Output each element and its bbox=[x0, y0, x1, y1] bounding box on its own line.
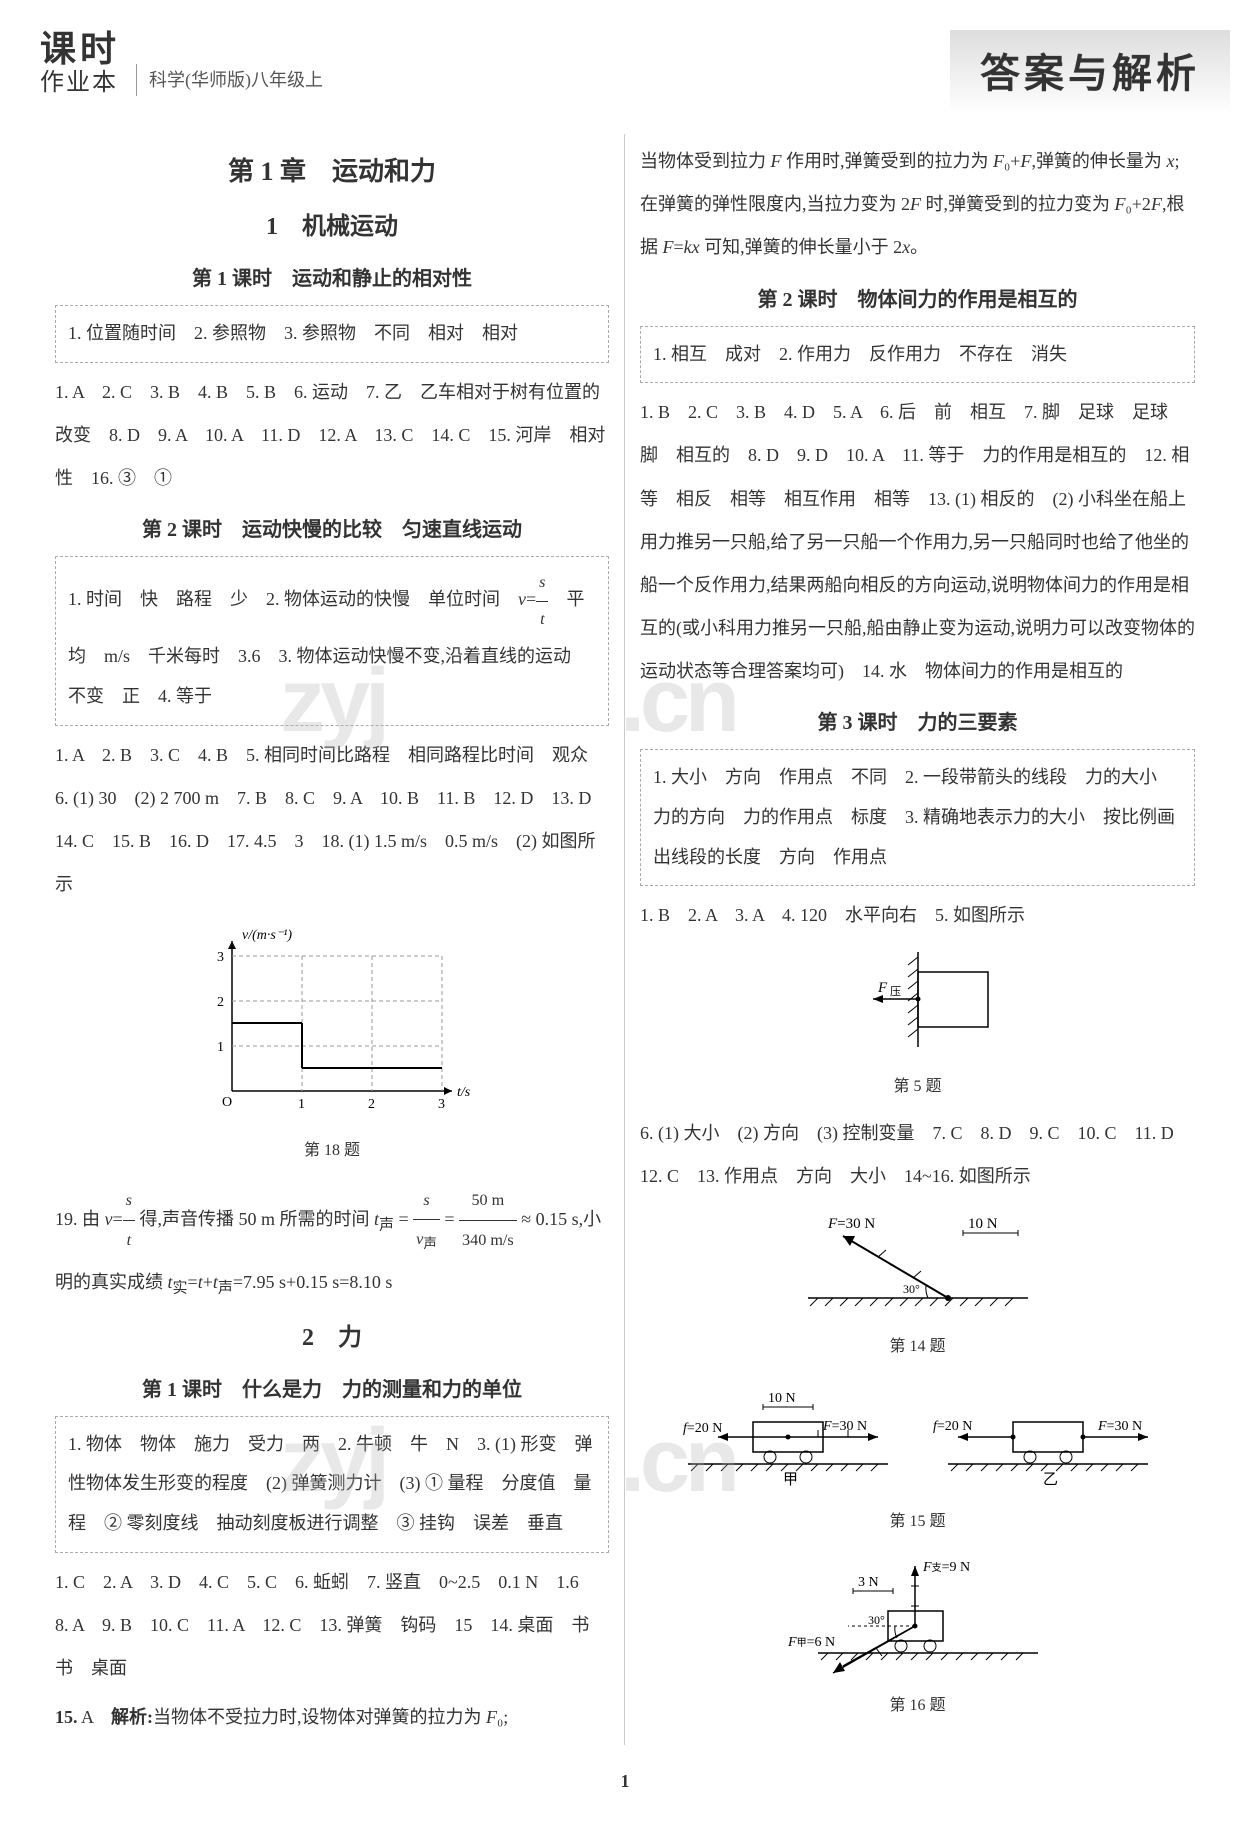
svg-text:v/(m·s⁻¹): v/(m·s⁻¹) bbox=[242, 928, 292, 943]
left-column: 第 1 章 运动和力 1 机械运动 第 1 课时 运动和静止的相对性 1. 位置… bbox=[40, 134, 625, 1745]
section-title: 1 机械运动 bbox=[55, 206, 609, 249]
header-left: 课时 作业本 科学(华师版)八年级上 bbox=[40, 30, 323, 96]
chart-vt: v/(m·s⁻¹) t/s O 1 2 3 1 2 3 bbox=[55, 921, 609, 1165]
continuation-text: 当物体受到拉力 F 作用时,弹簧受到的拉力为 F₀+F,弹簧的伸长量为 x;在弹… bbox=[640, 140, 1195, 270]
content: 第 1 章 运动和力 1 机械运动 第 1 课时 运动和静止的相对性 1. 位置… bbox=[40, 134, 1210, 1745]
svg-text:压: 压 bbox=[890, 985, 901, 998]
q19-text: 19. 由 v=st 得,声音传播 50 m 所需的时间 t声 = sv声 = … bbox=[55, 1209, 601, 1292]
answer-text: 15. A 解析:当物体不受拉力时,设物体对弹簧的拉力为 F₀; bbox=[55, 1696, 609, 1739]
q5-svg: F 压 bbox=[828, 947, 1008, 1057]
svg-text:10 N: 10 N bbox=[768, 1391, 796, 1406]
q16-svg: F支=9 N F甲=6 N 30° 3 N bbox=[758, 1546, 1078, 1676]
logo-sub: 作业本 bbox=[40, 70, 120, 96]
svg-text:f=20 N: f=20 N bbox=[933, 1419, 972, 1434]
svg-text:30°: 30° bbox=[903, 1282, 920, 1296]
svg-text:10 N: 10 N bbox=[968, 1216, 998, 1232]
svg-text:2: 2 bbox=[368, 1097, 375, 1112]
answer-box: 1. 位置随时间 2. 参照物 3. 参照物 不同 相对 相对 bbox=[55, 305, 609, 363]
svg-text:3: 3 bbox=[217, 950, 224, 965]
right-column: 当物体受到拉力 F 作用时,弹簧受到的拉力为 F₀+F,弹簧的伸长量为 x;在弹… bbox=[625, 134, 1210, 1745]
q15-text: 15. A 解析:当物体不受拉力时,设物体对弹簧的拉力为 F₀; bbox=[55, 1707, 508, 1727]
q15-svg: f=20 N F=30 N 10 N 甲 bbox=[658, 1372, 1178, 1492]
lesson-title: 第 1 课时 运动和静止的相对性 bbox=[55, 261, 609, 297]
diagram-caption: 第 5 题 bbox=[640, 1073, 1195, 1102]
svg-text:3 N: 3 N bbox=[858, 1575, 879, 1590]
diagram-q14: F=30 N 10 N 30° 第 14 题 bbox=[640, 1208, 1195, 1362]
answer-box: 1. 相互 成对 2. 作用力 反作用力 不存在 消失 bbox=[640, 326, 1195, 384]
svg-text:2: 2 bbox=[217, 995, 224, 1010]
svg-text:F甲=6 N: F甲=6 N bbox=[787, 1635, 835, 1650]
cont-text: 当物体受到拉力 F 作用时,弹簧受到的拉力为 F₀+F,弹簧的伸长量为 x;在弹… bbox=[640, 151, 1184, 257]
answer-box: 1. 时间 快 路程 少 2. 物体运动的快慢 单位时间 v=st 平均 m/s… bbox=[55, 556, 609, 725]
chapter-title: 第 1 章 运动和力 bbox=[55, 149, 609, 196]
vt-chart-svg: v/(m·s⁻¹) t/s O 1 2 3 1 2 3 bbox=[192, 921, 472, 1121]
svg-text:3: 3 bbox=[438, 1097, 445, 1112]
answer-text: 1. A 2. B 3. C 4. B 5. 相同时间比路程 相同路程比时间 观… bbox=[55, 734, 609, 907]
svg-text:乙: 乙 bbox=[1043, 1472, 1058, 1488]
lesson-title: 第 3 课时 力的三要素 bbox=[640, 705, 1195, 741]
svg-text:f=20 N: f=20 N bbox=[683, 1421, 722, 1436]
diagram-q16: F支=9 N F甲=6 N 30° 3 N bbox=[640, 1546, 1195, 1720]
answer-text: 1. B 2. A 3. A 4. 120 水平向右 5. 如图所示 bbox=[640, 894, 1195, 937]
svg-text:F=30 N: F=30 N bbox=[1097, 1419, 1142, 1434]
diagram-q5: F 压 第 5 题 bbox=[640, 947, 1195, 1101]
answer-box: 1. 大小 方向 作用点 不同 2. 一段带箭头的线段 力的大小 力的方向 力的… bbox=[640, 749, 1195, 886]
svg-text:F=30 N: F=30 N bbox=[827, 1216, 875, 1232]
page-number: 1 bbox=[40, 1765, 1210, 1797]
svg-text:甲: 甲 bbox=[783, 1472, 798, 1488]
answer-text: 1. B 2. C 3. B 4. D 5. A 6. 后 前 相互 7. 脚 … bbox=[640, 391, 1195, 693]
lesson-title: 第 1 课时 什么是力 力的测量和力的单位 bbox=[55, 1372, 609, 1408]
answer-text: 1. C 2. A 3. D 4. C 5. C 6. 蚯蚓 7. 竖直 0~2… bbox=[55, 1561, 609, 1691]
svg-text:1: 1 bbox=[217, 1040, 224, 1055]
answer-box: 1. 物体 物体 施力 受力 两 2. 牛顿 牛 N 3. (1) 形变 弹性物… bbox=[55, 1416, 609, 1553]
section-title: 2 力 bbox=[55, 1317, 609, 1360]
answer-text: 19. 由 v=st 得,声音传播 50 m 所需的时间 t声 = sv声 = … bbox=[55, 1181, 609, 1307]
logo: 课时 作业本 bbox=[40, 30, 120, 96]
svg-text:F: F bbox=[877, 980, 888, 996]
svg-text:t/s: t/s bbox=[457, 1085, 471, 1100]
diagram-caption: 第 14 题 bbox=[640, 1333, 1195, 1362]
header-title: 答案与解析 bbox=[950, 30, 1230, 114]
svg-text:F=30 N: F=30 N bbox=[822, 1419, 867, 1434]
q14-svg: F=30 N 10 N 30° bbox=[768, 1208, 1068, 1318]
box-text: 1. 时间 快 路程 少 2. 物体运动的快慢 单位时间 v=st 平均 m/s… bbox=[68, 589, 589, 706]
header: 课时 作业本 科学(华师版)八年级上 答案与解析 bbox=[40, 30, 1210, 114]
answer-text: 6. (1) 大小 (2) 方向 (3) 控制变量 7. C 8. D 9. C… bbox=[640, 1112, 1195, 1198]
diagram-caption: 第 16 题 bbox=[640, 1692, 1195, 1721]
svg-text:1: 1 bbox=[298, 1097, 305, 1112]
diagram-q15: f=20 N F=30 N 10 N 甲 bbox=[640, 1372, 1195, 1536]
svg-text:O: O bbox=[222, 1095, 232, 1110]
diagram-caption: 第 15 题 bbox=[640, 1508, 1195, 1537]
lesson-title: 第 2 课时 物体间力的作用是相互的 bbox=[640, 282, 1195, 318]
logo-main: 课时 bbox=[40, 30, 120, 70]
header-subtitle: 科学(华师版)八年级上 bbox=[136, 64, 323, 96]
svg-text:F支=9 N: F支=9 N bbox=[922, 1560, 970, 1575]
svg-text:30°: 30° bbox=[868, 1613, 885, 1627]
answer-text: 1. A 2. C 3. B 4. B 5. B 6. 运动 7. 乙 乙车相对… bbox=[55, 371, 609, 501]
lesson-title: 第 2 课时 运动快慢的比较 匀速直线运动 bbox=[55, 512, 609, 548]
document-page: 课时 作业本 科学(华师版)八年级上 答案与解析 第 1 章 运动和力 1 机械… bbox=[0, 0, 1250, 1828]
chart-caption: 第 18 题 bbox=[55, 1137, 609, 1166]
